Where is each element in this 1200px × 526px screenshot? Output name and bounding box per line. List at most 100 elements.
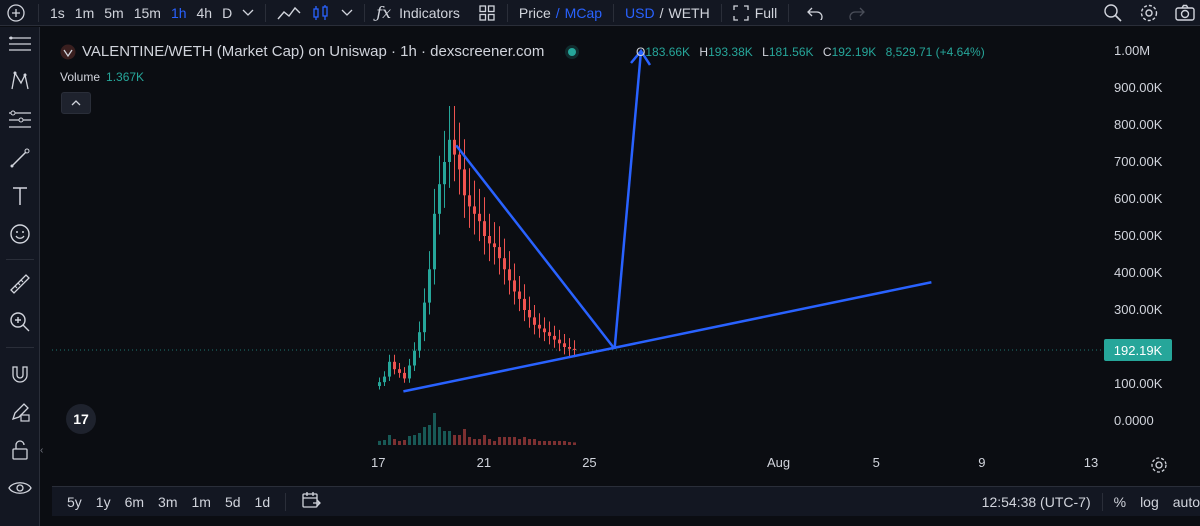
collapse-toolbar-icon[interactable]: ‹ [40,445,44,456]
volume-value: 1.367K [106,70,145,84]
candle-body [488,236,491,244]
drawing-toolbar [0,27,40,526]
usd-option[interactable]: USD [625,4,655,21]
volume-bar [393,439,396,445]
volume-bar [543,441,546,445]
candle-body [448,139,451,162]
candle-body [558,339,561,344]
pattern-tool-icon[interactable] [6,67,34,95]
range-5y[interactable]: 5y [67,493,82,510]
interval-1m[interactable]: 1m [74,4,95,21]
candle-body [443,162,446,185]
price-option[interactable]: Price [518,4,551,21]
divider [364,3,366,22]
emoji-tool-icon[interactable] [6,220,34,248]
eye-icon[interactable] [6,474,34,502]
volume-bar [528,439,531,445]
status-dot-icon [568,47,577,56]
chart-type-candles-icon[interactable] [306,0,336,26]
lock-drawings-pencil-icon[interactable] [6,398,34,426]
candle-body [573,348,576,350]
divider [6,347,34,348]
close-value: 192.19K [831,45,877,59]
price-mcap-toggle[interactable]: Price / MCap [514,0,607,26]
weth-option[interactable]: WETH [668,4,710,21]
volume-bar [383,440,386,445]
volume-label: Volume [60,70,101,84]
quick-search-icon[interactable] [1098,0,1128,26]
indicators-label: Indicators [399,4,460,21]
price-axis[interactable]: 1.00M 900.00K 800.00K 700.00K 600.00K 500.00K… [1102,27,1200,457]
tradingview-logo[interactable]: 17 [66,404,96,434]
chart-type-line-icon[interactable] [272,0,306,26]
divider [788,3,790,22]
volume-bar [423,427,426,445]
interval-d[interactable]: D [222,4,233,21]
range-1d[interactable]: 1d [254,493,271,510]
layout-grid-icon[interactable] [473,0,501,26]
interval-dropdown-icon[interactable] [237,0,259,26]
time-tick-label: 5 [872,455,880,470]
interval-1s[interactable]: 1s [50,4,65,21]
text-tool-icon[interactable] [6,182,34,210]
redo-icon[interactable] [843,0,871,26]
volume-bar [378,440,381,445]
volume-bar [448,431,451,445]
camera-icon[interactable] [1170,0,1200,26]
volume-bar [408,436,411,445]
volume-bar [538,441,541,445]
volume-bar [388,435,391,445]
brush-tool-icon[interactable] [6,144,34,172]
time-tick-label: 13 [1083,455,1099,470]
volume-bar [488,439,491,445]
timezone-clock[interactable]: 12:54:38 (UTC-7) [981,493,1091,510]
range-1y[interactable]: 1y [95,493,111,510]
candle-body [458,154,461,170]
volume-bar [438,427,441,445]
currency-toggle[interactable]: USD / WETH [620,0,715,26]
slash: / [555,4,560,21]
fullscreen-button[interactable]: Full [728,0,783,26]
interval-1h[interactable]: 1h [170,4,187,21]
trendline [613,50,643,349]
interval-15m[interactable]: 15m [133,4,161,21]
go-to-date-icon[interactable] [294,491,328,512]
mcap-option[interactable]: MCap [564,4,603,21]
time-tick-label: 25 [582,455,597,470]
time-tick-label: Aug [767,455,791,470]
ruler-icon[interactable] [6,270,34,298]
add-symbol-icon[interactable] [0,0,32,26]
candle-body [403,372,406,379]
volume-bar [533,439,536,445]
interval-4h[interactable]: 4h [196,4,213,21]
volume-bar [563,441,566,445]
volume-bar [413,435,416,445]
percent-scale-toggle[interactable]: % [1113,493,1127,510]
settings-icon[interactable] [1134,0,1164,26]
range-3m[interactable]: 3m [158,493,178,510]
candle-body [508,269,511,281]
range-5d[interactable]: 5d [224,493,241,510]
axis-settings-icon[interactable] [1148,454,1170,476]
price-tick-label: 700.00K [1114,154,1163,169]
undo-icon[interactable] [801,0,829,26]
interval-5m[interactable]: 5m [104,4,124,21]
magnet-icon[interactable] [6,360,34,388]
volume-bar [548,441,551,445]
divider [1101,492,1103,511]
candle-body [393,361,396,370]
range-6m[interactable]: 6m [124,493,145,510]
crosshair-lines-icon[interactable] [6,30,34,58]
auto-scale-toggle[interactable]: auto [1172,493,1200,510]
time-axis[interactable]: 17 21 25 Aug 5 9 13 [52,452,1102,474]
fib-tool-icon[interactable] [6,106,34,134]
price-chart[interactable] [52,27,1102,447]
chart-type-dropdown-icon[interactable] [336,0,358,26]
zoom-in-icon[interactable] [6,308,34,336]
log-scale-toggle[interactable]: log [1140,493,1159,510]
range-1m[interactable]: 1m [191,493,211,510]
collapse-legend-button[interactable] [61,92,91,114]
volume-bar [453,435,456,445]
indicators-button[interactable]: ƒx Indicators [371,0,465,26]
lock-icon[interactable] [6,436,34,464]
